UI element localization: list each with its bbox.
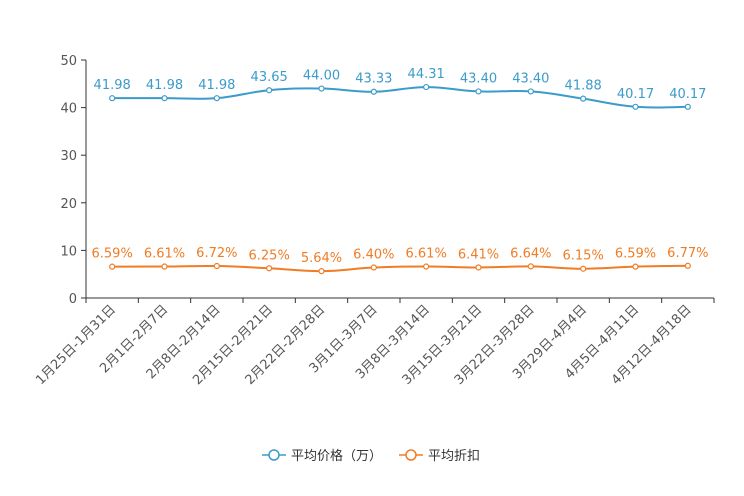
data-point (632, 263, 639, 270)
data-label: 6.61% (406, 247, 447, 262)
y-tick-label: 40 (60, 102, 77, 117)
data-point (423, 263, 430, 270)
y-tick-label: 50 (60, 54, 77, 69)
data-label: 6.64% (510, 246, 551, 261)
data-point (370, 88, 377, 95)
data-point (423, 83, 430, 91)
data-point (580, 265, 587, 272)
data-label: 6.61% (144, 247, 185, 262)
legend-label: 平均折扣 (428, 449, 480, 464)
y-tick-label: 10 (60, 244, 77, 259)
data-label: 43.40 (460, 71, 497, 86)
data-point (213, 262, 220, 270)
y-tick-label: 30 (60, 149, 77, 164)
y-tick-label: 0 (69, 292, 77, 307)
legend-item-price[interactable]: 平均价格（万） (262, 448, 382, 464)
data-point (527, 263, 534, 270)
data-point (266, 265, 273, 272)
data-point (475, 88, 482, 95)
data-label: 44.31 (408, 67, 445, 82)
data-labels: 41.98 41.98 41.98 43.65 44.00 43.33 44.31 43.40… (92, 67, 709, 266)
data-label: 6.59% (615, 247, 656, 262)
data-label: 6.59% (92, 247, 133, 262)
discount-series-line (112, 264, 688, 273)
data-point (632, 103, 639, 110)
data-label: 5.64% (301, 251, 342, 266)
data-label: 41.98 (198, 78, 235, 93)
legend-item-discount[interactable]: 平均折扣 (399, 449, 480, 464)
data-label: 40.17 (617, 87, 654, 102)
data-label: 44.00 (303, 69, 340, 84)
price-series-line (112, 86, 688, 109)
data-label: 6.15% (563, 249, 604, 264)
data-point (370, 264, 377, 271)
legend-label: 平均价格（万） (291, 448, 382, 464)
data-point (161, 95, 168, 102)
data-label: 6.25% (249, 248, 290, 263)
data-point (580, 95, 587, 102)
data-label: 43.40 (512, 71, 549, 86)
data-point (318, 85, 325, 92)
legend-circle-icon (268, 449, 280, 461)
data-point (527, 88, 534, 95)
legend[interactable]: 平均价格（万） 平均折扣 (262, 448, 480, 464)
data-point (475, 264, 482, 271)
data-point (161, 263, 168, 270)
data-label: 40.17 (669, 87, 706, 102)
data-point (109, 95, 116, 102)
data-label: 6.40% (353, 248, 394, 263)
data-label: 43.65 (251, 70, 288, 85)
y-tick-label: 20 (60, 197, 77, 212)
data-label: 43.33 (355, 72, 392, 87)
data-point (684, 262, 691, 269)
series-layer (109, 83, 691, 275)
data-label: 6.72% (196, 246, 237, 261)
data-label: 41.98 (146, 78, 183, 93)
data-point (109, 263, 116, 270)
legend-circle-icon (405, 449, 417, 461)
data-label: 6.41% (458, 247, 499, 262)
data-point (213, 95, 220, 102)
data-label: 6.77% (667, 246, 708, 261)
data-label: 41.98 (94, 78, 131, 93)
data-point (266, 87, 273, 94)
data-label: 41.88 (565, 79, 602, 94)
data-point (684, 103, 691, 110)
data-point (318, 268, 325, 275)
